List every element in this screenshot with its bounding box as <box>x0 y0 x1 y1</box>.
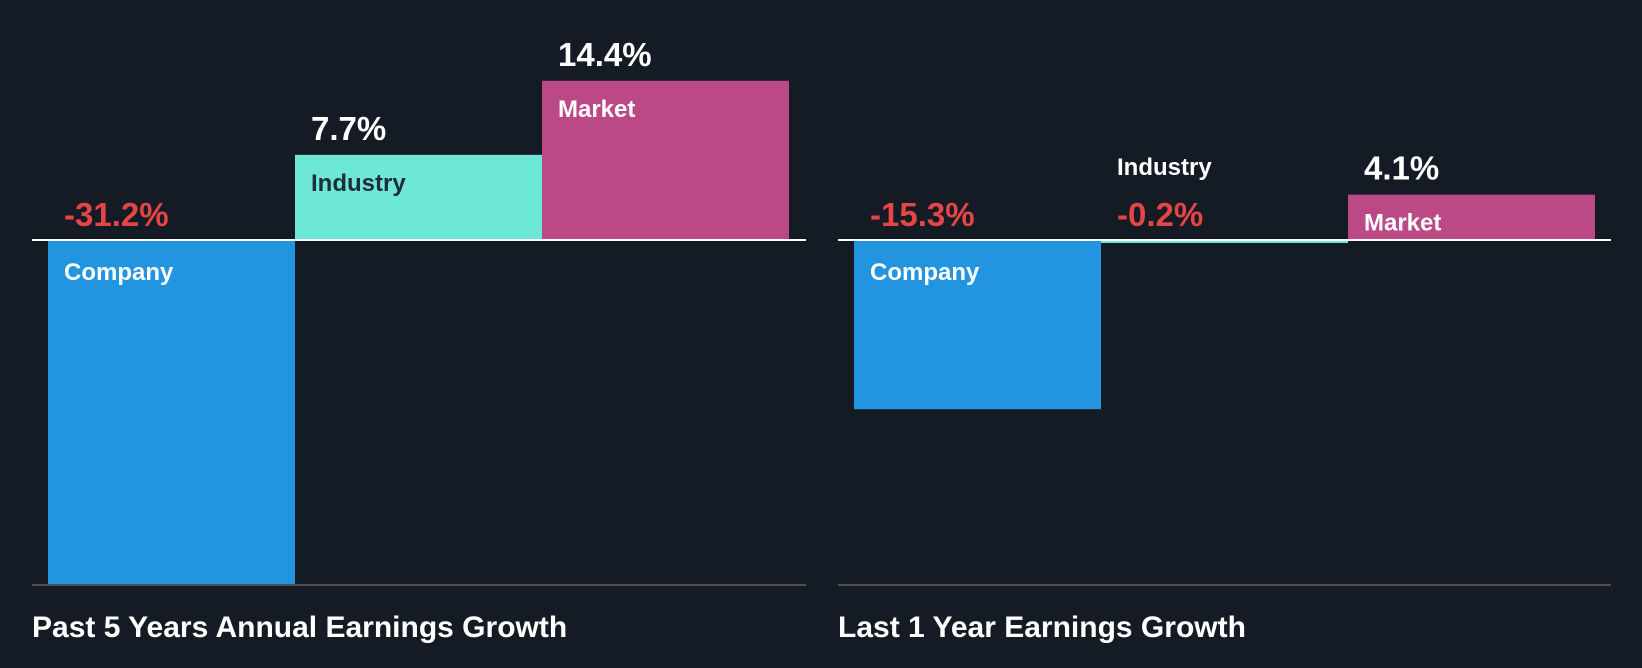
past-5-years-value-label-market: 14.4% <box>558 36 652 73</box>
last-1-year-category-label-company: Company <box>870 259 980 286</box>
past-5-years-bar-company <box>48 240 295 585</box>
last-1-year-chart-title: Last 1 Year Earnings Growth <box>838 611 1246 644</box>
past-5-years-value-label-company: -31.2% <box>64 196 169 233</box>
last-1-year-bar-market <box>1348 194 1595 240</box>
last-1-year-value-label-industry: -0.2% <box>1117 196 1203 233</box>
past-5-years-category-label-market: Market <box>558 96 635 123</box>
last-1-year-bar-industry <box>1101 240 1348 243</box>
last-1-year-value-label-company: -15.3% <box>870 196 975 233</box>
past-5-years-chart-title: Past 5 Years Annual Earnings Growth <box>32 611 567 644</box>
past-5-years-value-label-industry: 7.7% <box>311 110 386 147</box>
last-1-year-bar-company <box>854 240 1101 410</box>
past-5-years-category-label-industry: Industry <box>311 170 406 197</box>
last-1-year-category-label-market: Market <box>1364 210 1441 237</box>
past-5-years-bar-industry <box>295 154 542 240</box>
last-1-year-category-label-industry: Industry <box>1117 154 1212 181</box>
past-5-years-category-label-company: Company <box>64 259 174 286</box>
last-1-year-value-label-market: 4.1% <box>1364 150 1439 187</box>
past-5-years-bar-market <box>542 80 789 241</box>
